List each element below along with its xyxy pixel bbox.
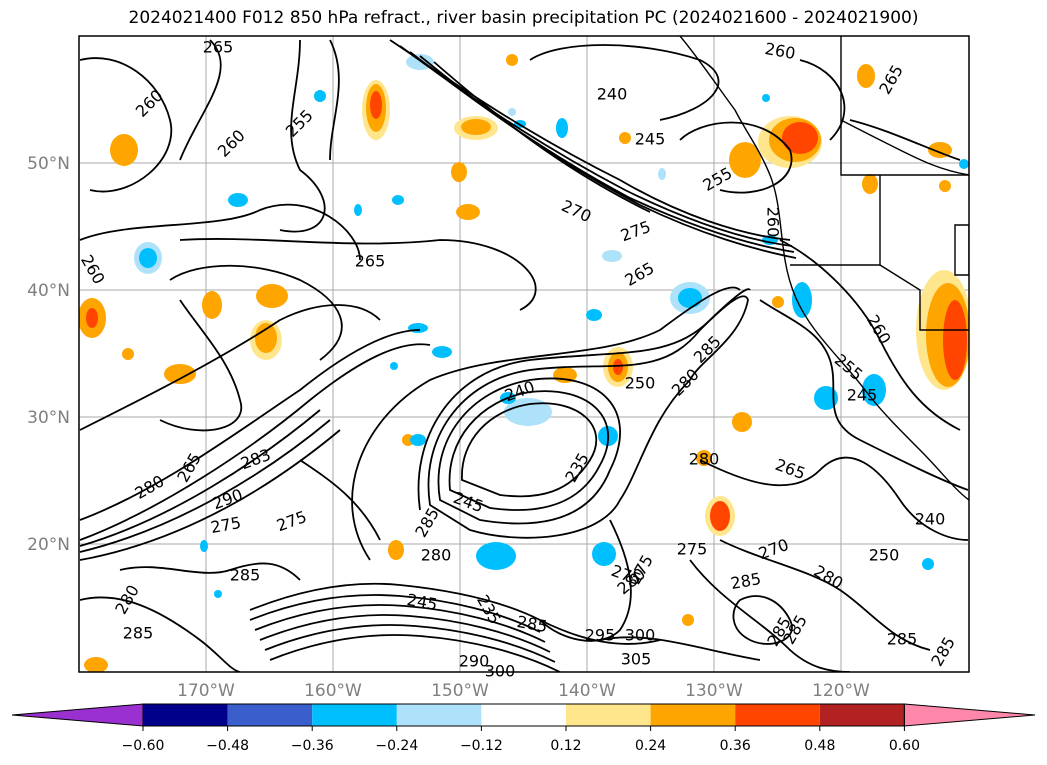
colorbar-tick-label: −0.48 (206, 738, 249, 754)
colorbar: −0.60 −0.48 −0.36 −0.24 −0.12 0.12 0.24 0.36 0.4… (11, 703, 1036, 754)
contour-label: 300 (485, 662, 516, 681)
contour-label: 240 (915, 510, 946, 529)
colorbar-tick-label: −0.12 (460, 738, 503, 754)
lon-label-150w: 150°W (431, 681, 489, 701)
map-frame (78, 35, 970, 673)
contour-label: 285 (230, 566, 261, 585)
colorbar-tick-label: 0.48 (804, 738, 835, 754)
colorbar-tick-label: 0.12 (550, 738, 581, 754)
colorbar-segment (566, 704, 651, 726)
contour-label: 285 (887, 630, 918, 649)
lat-label-50n: 50°N (27, 154, 70, 174)
contour-label: 295 (585, 626, 616, 645)
contour-label: 300 (625, 626, 656, 645)
lat-label-20n: 20°N (27, 535, 70, 555)
contour-label: 275 (677, 540, 708, 559)
colorbar-extend-right (903, 703, 1036, 727)
contour-label: 240 (597, 85, 628, 104)
precip-shading (79, 54, 969, 672)
coastline-north-america (679, 36, 969, 501)
lon-label-160w: 160°W (304, 681, 362, 701)
lon-label-140w: 140°W (558, 681, 616, 701)
contour-label: 280 (421, 546, 452, 565)
colorbar-tick-label: −0.36 (291, 738, 334, 754)
colorbar-segment (819, 704, 905, 726)
colorbar-tick-label: 0.24 (635, 738, 666, 754)
lon-label-130w: 130°W (685, 681, 743, 701)
colorbar-tick-label: 0.60 (889, 738, 920, 754)
contour-label: 290 (459, 652, 490, 671)
colorbar-segment (481, 704, 566, 726)
contour-label: 285 (123, 624, 154, 643)
contour-label: 265 (203, 38, 234, 57)
contour-label: 250 (625, 374, 656, 393)
colorbar-segment (143, 704, 228, 726)
refractivity-contours (79, 39, 969, 672)
contour-label: 245 (847, 386, 878, 405)
lon-label-170w: 170°W (177, 681, 235, 701)
contour-label: 305 (621, 650, 652, 669)
colorbar-segment (227, 704, 313, 726)
colorbar-tick-label: 0.36 (720, 738, 751, 754)
contour-label: 280 (689, 450, 720, 469)
contour-label: 260 (764, 207, 783, 238)
colorbar-tick-label: −0.24 (375, 738, 418, 754)
colorbar-segment (396, 704, 482, 726)
map-title: 2024021400 F012 850 hPa refract., river … (128, 8, 919, 28)
negative-shading (134, 54, 969, 598)
colorbar-segment (650, 704, 736, 726)
contour-label: 245 (635, 130, 666, 149)
colorbar-outline (142, 703, 905, 727)
colorbar-tick-label: −0.60 (122, 738, 165, 754)
colorbar-extend-left (11, 703, 144, 727)
contour-label: 250 (869, 546, 900, 565)
lat-label-30n: 30°N (27, 408, 70, 428)
colorbar-segment (735, 704, 820, 726)
lat-label-40n: 40°N (27, 281, 70, 301)
positive-shading (79, 54, 969, 672)
lon-label-120w: 120°W (812, 681, 870, 701)
contour-label: 265 (355, 252, 386, 271)
colorbar-segment (312, 704, 397, 726)
